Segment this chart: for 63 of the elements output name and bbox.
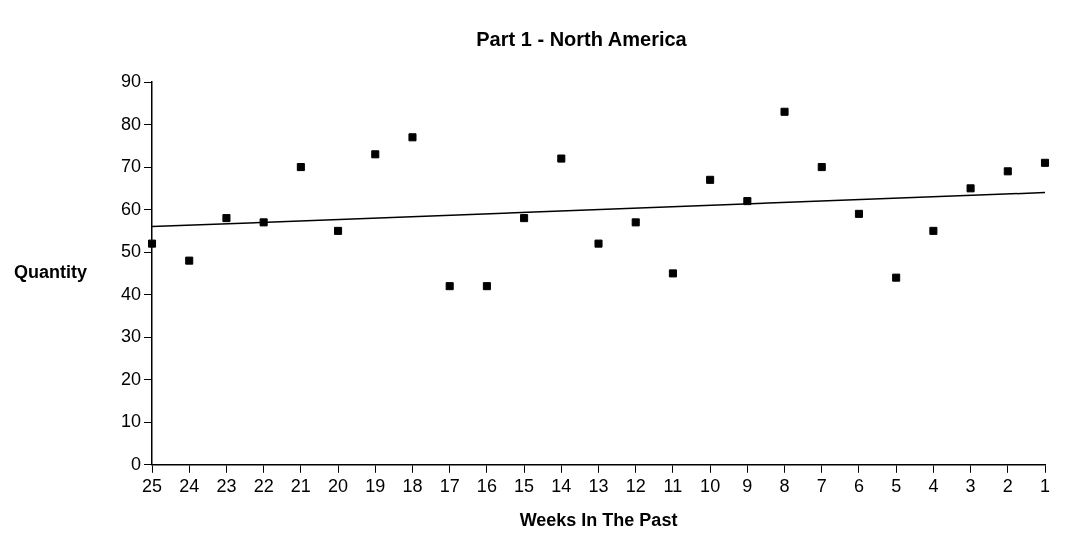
point bbox=[817, 163, 826, 172]
point bbox=[668, 269, 677, 278]
y-tick-label: 30 bbox=[120, 326, 142, 347]
x-tick-label: 5 bbox=[891, 475, 902, 496]
y-tick-label: 40 bbox=[120, 283, 142, 304]
point bbox=[1040, 158, 1050, 167]
y-tick-label: 20 bbox=[120, 368, 142, 389]
x-tick-label: 10 bbox=[700, 475, 721, 496]
point bbox=[259, 218, 268, 227]
x-tick-label: 23 bbox=[216, 475, 237, 496]
x-tick-label: 18 bbox=[402, 475, 423, 496]
point bbox=[520, 214, 529, 223]
point bbox=[296, 163, 305, 172]
x-tick-label: 8 bbox=[779, 475, 790, 496]
x-tick-label: 15 bbox=[514, 475, 535, 496]
x-tick-label: 21 bbox=[290, 475, 311, 496]
point bbox=[334, 226, 343, 235]
y-tick-label: 80 bbox=[120, 113, 142, 134]
x-tick-label: 19 bbox=[365, 475, 386, 496]
y-tick-label: 0 bbox=[131, 453, 142, 474]
point bbox=[445, 282, 454, 291]
point bbox=[557, 154, 566, 163]
y-axis-title: Quantity bbox=[14, 262, 88, 283]
x-tick-label: 3 bbox=[965, 475, 976, 496]
x-tick-label: 17 bbox=[439, 475, 460, 496]
point bbox=[594, 239, 603, 248]
x-tick-label: 14 bbox=[551, 475, 572, 496]
point bbox=[147, 239, 157, 248]
x-tick-label: 2 bbox=[1002, 475, 1013, 496]
x-tick-label: 20 bbox=[328, 475, 349, 496]
point bbox=[854, 209, 863, 218]
x-axis-title: Weeks In The Past bbox=[519, 510, 678, 531]
y-tick-label: 70 bbox=[120, 156, 142, 177]
y-tick-label: 60 bbox=[120, 198, 142, 219]
x-tick-label: 9 bbox=[742, 475, 753, 496]
point bbox=[631, 218, 640, 227]
y-tick-label: 90 bbox=[120, 70, 142, 91]
point bbox=[185, 256, 194, 265]
point bbox=[929, 226, 938, 235]
y-tick-label: 10 bbox=[120, 411, 142, 432]
x-tick-label: 25 bbox=[142, 475, 163, 496]
point bbox=[780, 107, 789, 116]
chart-title: Part 1 - North America bbox=[476, 27, 688, 50]
point bbox=[222, 214, 231, 223]
x-tick-label: 22 bbox=[253, 475, 274, 496]
point bbox=[408, 133, 417, 142]
point bbox=[706, 175, 715, 184]
x-tick-label: 24 bbox=[179, 475, 200, 496]
x-tick-label: 16 bbox=[476, 475, 497, 496]
y-tick-label: 50 bbox=[120, 241, 142, 262]
x-tick-label: 1 bbox=[1039, 475, 1051, 496]
x-tick-label: 11 bbox=[663, 475, 683, 496]
x-tick-label: 6 bbox=[853, 475, 864, 496]
x-tick-label: 7 bbox=[816, 475, 827, 496]
point bbox=[482, 282, 491, 291]
point bbox=[966, 184, 975, 193]
point bbox=[1003, 167, 1012, 176]
point bbox=[892, 273, 901, 282]
x-tick-label: 12 bbox=[625, 475, 646, 496]
point bbox=[371, 150, 380, 159]
x-tick-label: 13 bbox=[588, 475, 609, 496]
x-tick-label: 4 bbox=[928, 475, 939, 496]
point bbox=[743, 197, 752, 206]
